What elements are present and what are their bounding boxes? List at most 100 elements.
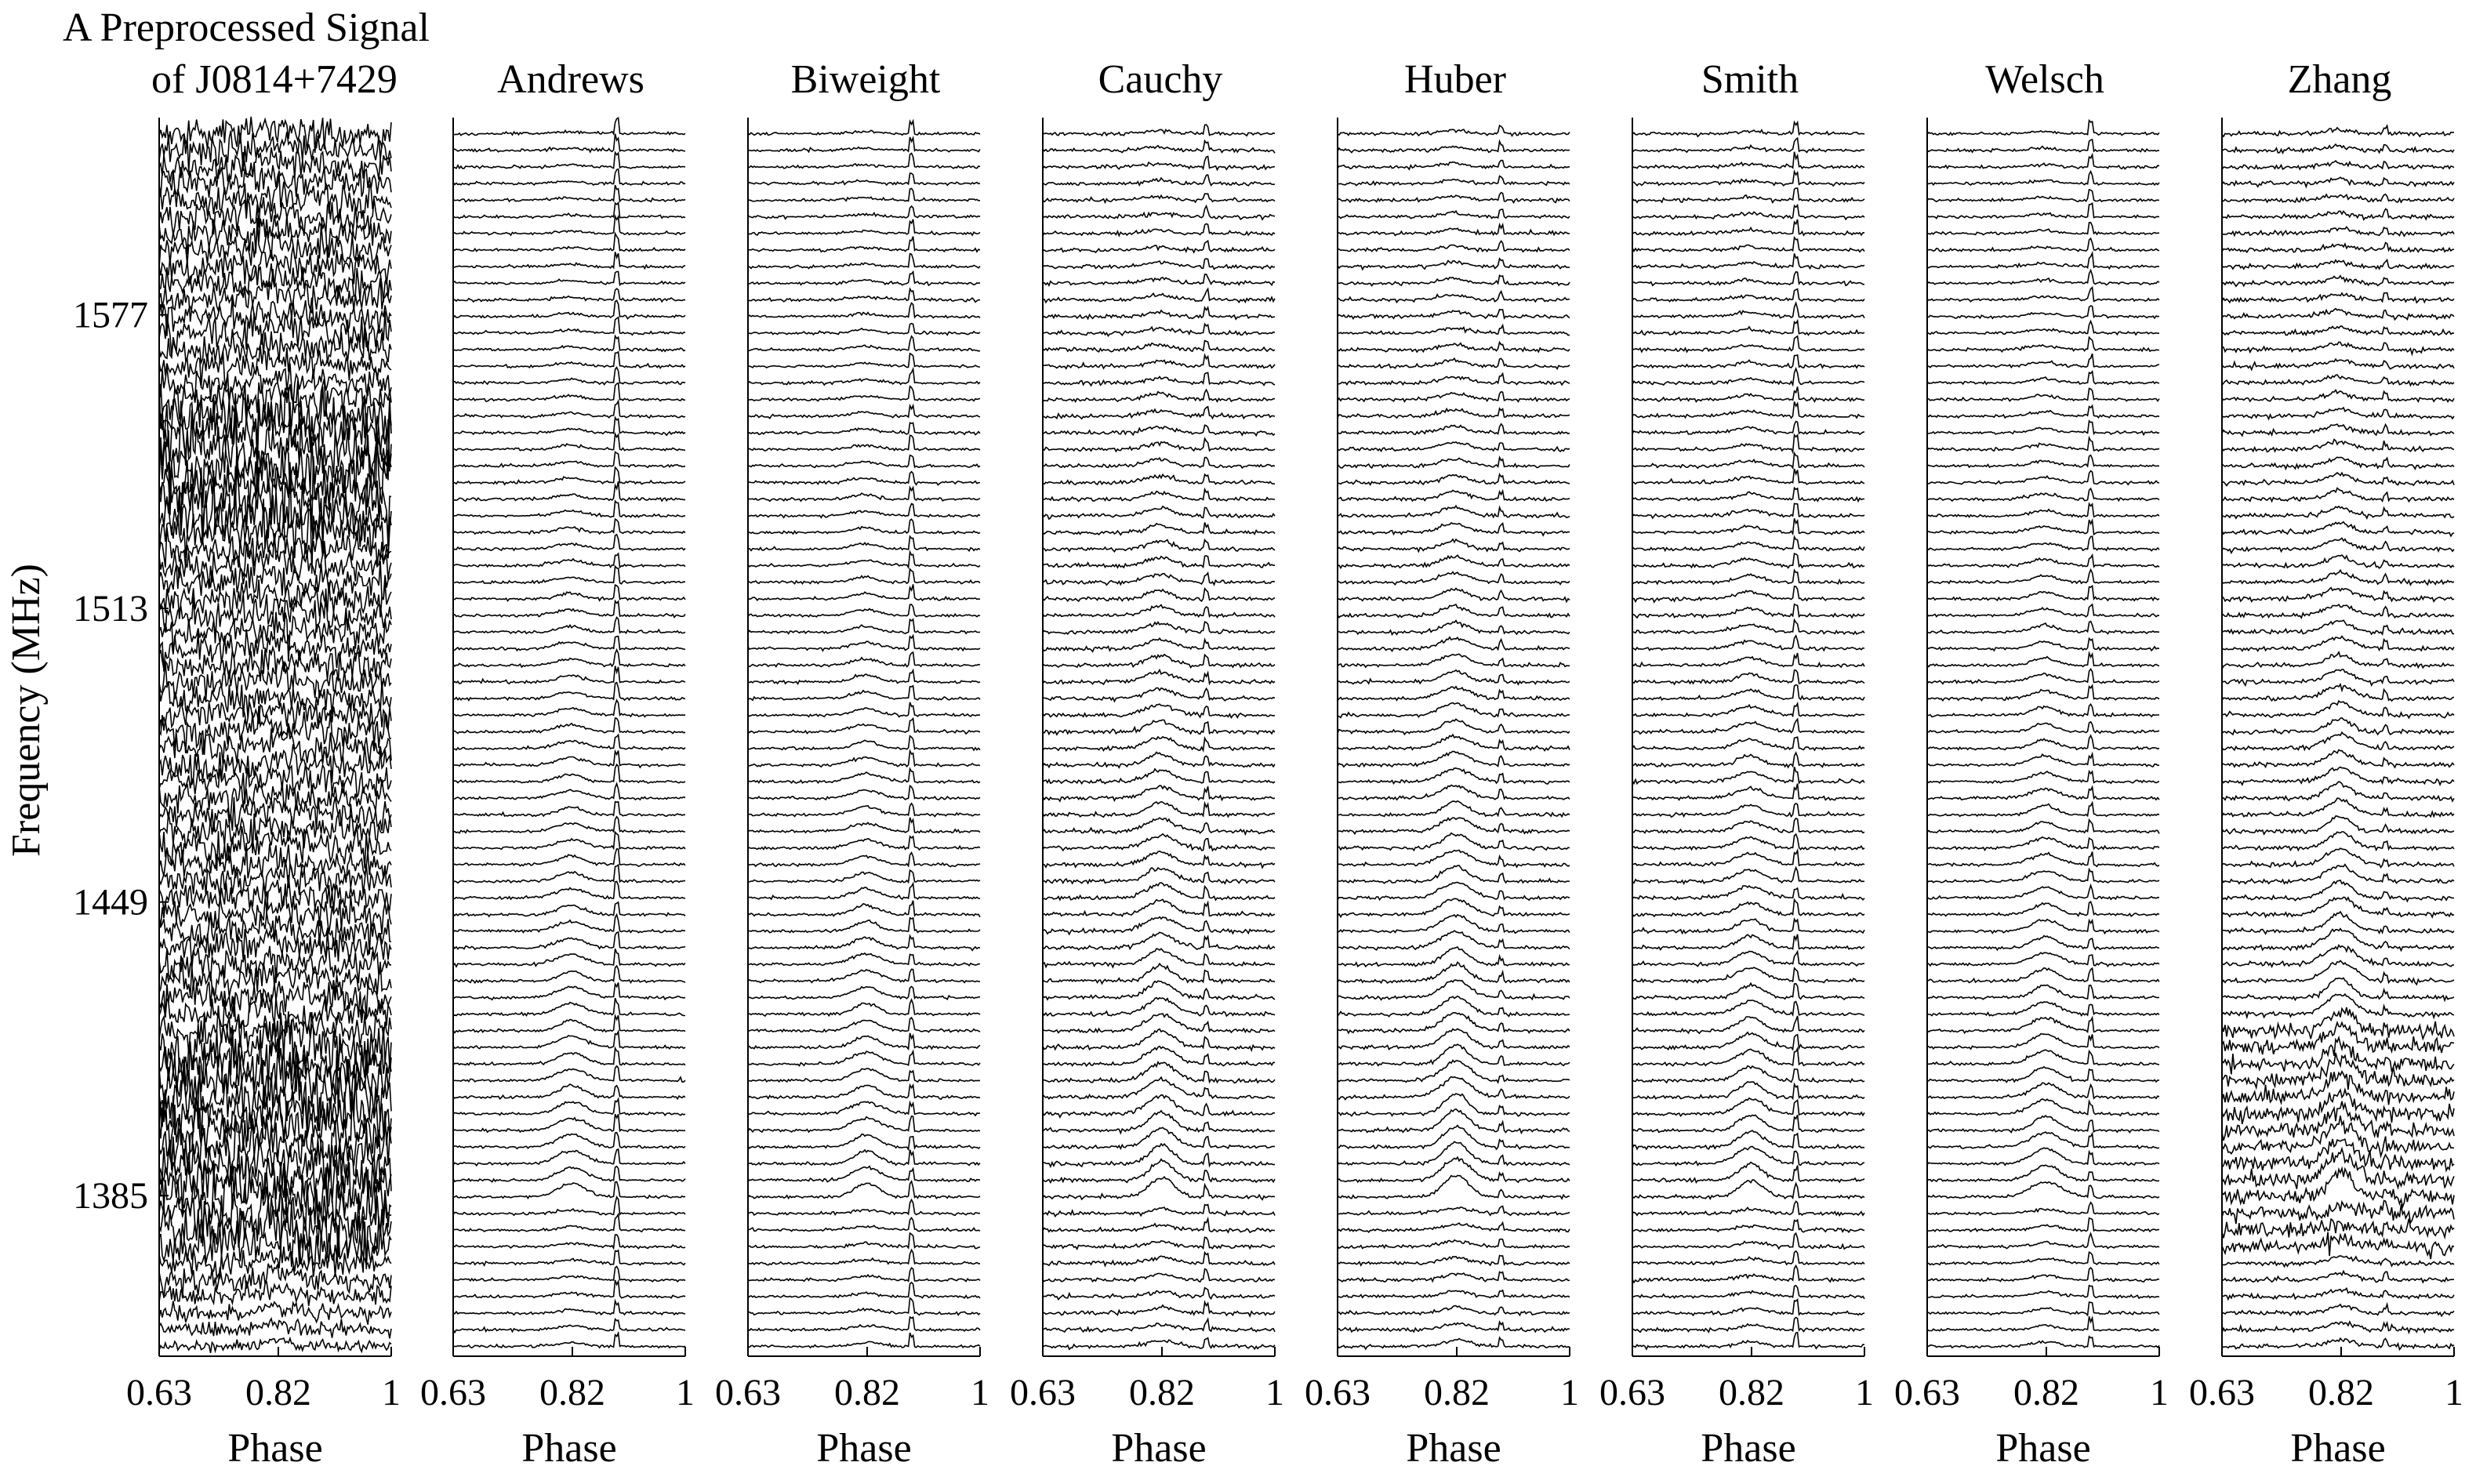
panel-3-channel-trace (1042, 1013, 1276, 1034)
panel-0-channel-trace (158, 1091, 392, 1156)
panel-6-channel-trace (1926, 353, 2160, 369)
panel-4-channel-trace (1337, 702, 1570, 719)
panel-4-channel-trace (1337, 1238, 1570, 1250)
panel-1-x-axis-label: Phase (521, 1426, 616, 1471)
panel-4-channel-trace (1337, 930, 1570, 951)
panel-2-channel-trace (748, 952, 981, 967)
panel-2-channel-trace (747, 604, 981, 619)
panel-6-channel-trace (1926, 1082, 2160, 1100)
panel-1-channel-trace (452, 184, 686, 203)
panel-6-channel-trace (1926, 487, 2160, 503)
panel-3-channel-trace (1042, 948, 1276, 969)
panel-4-channel-trace (1337, 522, 1570, 537)
panel-7-channel-trace (2221, 1199, 2455, 1225)
panel-0-channel-trace (158, 629, 392, 672)
panel-2-channel-trace (747, 802, 981, 818)
panel-6-channel-trace (1926, 1266, 2160, 1283)
panel-2-channel-trace (747, 735, 981, 752)
panel-3-channel-trace (1042, 637, 1276, 653)
panel-5-channel-trace (1632, 736, 1865, 752)
panel-1-channel-trace (452, 733, 686, 751)
panel-4-channel-trace (1337, 1271, 1570, 1283)
panel-5-channel-trace (1632, 568, 1865, 586)
panel-7-channel-trace (2221, 1069, 2455, 1106)
panel-7-channel-trace (2221, 943, 2454, 969)
panel-1-channel-trace (452, 901, 686, 918)
panel-4-channel-trace (1337, 504, 1570, 519)
panel-0-channel-trace (158, 763, 392, 804)
panel-1-channel-trace (452, 1097, 686, 1116)
panel-3-x-axis-label: Phase (1111, 1426, 1206, 1471)
panel-0-channel-trace (158, 644, 392, 682)
panel-4-channel-trace (1337, 653, 1570, 669)
panel-7-channel-trace (2221, 553, 2455, 569)
panel-6-channel-trace (1926, 1164, 2160, 1183)
panel-5-channel-trace (1632, 1264, 1865, 1284)
panel-4-channel-trace (1337, 865, 1570, 884)
panel-5-channel-trace (1632, 203, 1865, 221)
panel-6-channel-trace (1926, 785, 2160, 801)
panel-3-channel-trace (1042, 456, 1276, 470)
panel-5-channel-trace (1632, 1298, 1865, 1317)
panel-3-channel-trace (1042, 204, 1276, 221)
panel-4-channel-trace (1337, 1319, 1570, 1333)
panel-6-channel-trace (1926, 152, 2160, 170)
panel-7-channel-trace (2221, 717, 2455, 736)
panel-4-channel-trace (1337, 718, 1570, 736)
panel-4-channel-trace (1337, 1205, 1570, 1217)
panel-2-channel-trace (747, 717, 981, 735)
panel-0-channel-trace (158, 296, 392, 336)
panel-1-x-tick-label: 0.82 (539, 1372, 605, 1413)
panel-2-channel-trace (747, 934, 981, 952)
panel-2-x-axis-label: Phase (816, 1426, 911, 1471)
panel-0-channel-trace (158, 884, 392, 934)
panel-6-x-axis-label: Phase (1995, 1426, 2090, 1471)
panel-7-channel-trace (2221, 896, 2455, 919)
panel-5-channel-trace (1632, 1179, 1865, 1201)
panel-1-channel-trace (452, 466, 686, 486)
panel-4-title: Huber (1404, 57, 1506, 102)
panel-7-channel-trace (2221, 815, 2455, 836)
panel-7-channel-trace (2221, 568, 2455, 586)
panel-6-channel-trace (1926, 734, 2160, 751)
panel-2-channel-trace (747, 1216, 981, 1232)
panel-3-x-tick-label: 1 (1265, 1372, 1284, 1413)
panel-7-channel-trace (2221, 438, 2455, 453)
panel-4-channel-trace (1337, 1174, 1570, 1200)
panel-6-channel-trace (1926, 1284, 2160, 1300)
panel-7-x-tick-label: 0.63 (2189, 1372, 2255, 1413)
panel-3-channel-trace (1042, 687, 1276, 703)
panel-5-channel-trace (1632, 1130, 1865, 1151)
panel-4-channel-trace (1337, 800, 1570, 818)
panel-4-channel-trace (1337, 898, 1570, 919)
panel-7-channel-trace (2221, 910, 2455, 935)
panel-7-channel-trace (2221, 669, 2455, 688)
panel-3-channel-trace (1042, 882, 1276, 902)
panel-6-channel-trace (1927, 702, 2160, 718)
panel-2-channel-trace (747, 1248, 981, 1266)
panel-1-channel-trace (452, 616, 686, 635)
panel-3-channel-trace (1042, 287, 1276, 304)
panel-6-channel-trace (1926, 435, 2160, 452)
panel-2-channel-trace (747, 1332, 981, 1349)
panel-6-channel-trace (1926, 336, 2160, 354)
panel-5-channel-trace (1632, 669, 1865, 686)
panel-3-channel-trace (1042, 1142, 1276, 1169)
panel-5-channel-trace (1632, 885, 1865, 901)
panel-7-title: Zhang (2288, 57, 2392, 102)
panel-2-channel-trace (747, 1198, 981, 1217)
panel-5-channel-trace (1632, 1200, 1865, 1217)
panel-4-channel-trace (1337, 488, 1570, 503)
panel-7-channel-trace (2221, 292, 2455, 304)
panel-2-channel-trace (747, 1032, 981, 1051)
panel-5-channel-trace (1632, 1031, 1865, 1051)
panel-6-channel-trace (1926, 751, 2160, 767)
panel-0-channel-trace (158, 1336, 392, 1354)
panel-2-channel-trace (747, 335, 981, 352)
panel-7-channel-trace (2221, 797, 2455, 818)
panel-2-channel-trace (747, 422, 981, 436)
panel-2-channel-trace (747, 851, 981, 868)
panel-7-channel-trace (2221, 863, 2455, 885)
panel-2-channel-trace (747, 270, 981, 287)
panel-6-channel-trace (1926, 502, 2160, 518)
